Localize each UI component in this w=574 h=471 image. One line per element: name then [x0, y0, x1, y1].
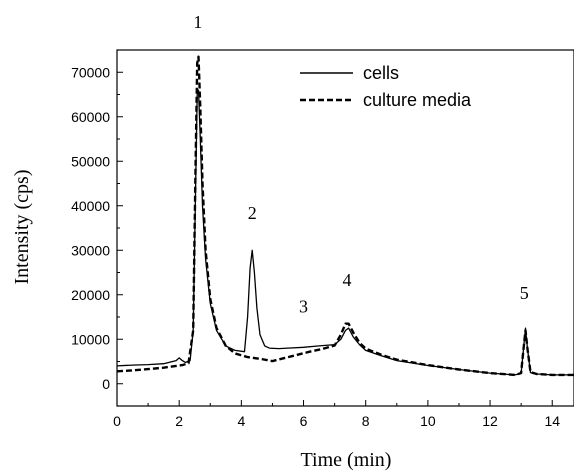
plot-border	[116, 49, 574, 407]
x-tick-label: 0	[113, 413, 121, 429]
y-axis-title: Intensity (cps)	[11, 170, 33, 285]
legend-label-cells: cells	[363, 63, 399, 83]
x-axis-title: Time (min)	[301, 449, 392, 471]
peak-label-2: 2	[248, 203, 257, 223]
y-tick-label: 0	[102, 376, 110, 392]
x-tick-label: 4	[237, 413, 245, 429]
x-tick-label: 8	[362, 413, 370, 429]
plot-frame	[116, 49, 574, 407]
y-tick-label: 10000	[71, 331, 110, 347]
series-layer	[116, 55, 574, 377]
x-tick-label: 2	[175, 413, 183, 429]
legend: cells culture media	[300, 63, 472, 110]
tick-labels: 0 2 4 6 8 10 12 14 0 10000 20000 30000 40000 50000 600…	[71, 64, 560, 429]
y-tick-label: 70000	[71, 64, 110, 80]
x-tick-label: 14	[544, 413, 560, 429]
legend-label-culture-media: culture media	[363, 90, 472, 110]
x-tick-label: 10	[420, 413, 436, 429]
y-tick-label: 50000	[71, 153, 110, 169]
peak-annotations: 1 2 3 4 5	[193, 12, 528, 317]
x-tick-label: 6	[300, 413, 308, 429]
axis-ticks	[116, 49, 553, 407]
peak-label-3: 3	[299, 297, 308, 317]
peak-label-5: 5	[520, 283, 529, 303]
x-tick-label: 12	[482, 413, 498, 429]
peak-label-4: 4	[343, 270, 352, 290]
y-tick-label: 30000	[71, 242, 110, 258]
series-line-culture-media	[116, 55, 574, 377]
y-tick-label: 40000	[71, 198, 110, 214]
peak-label-1: 1	[193, 12, 202, 32]
series-line-cells	[116, 89, 574, 376]
y-tick-label: 20000	[71, 287, 110, 303]
y-tick-label: 60000	[71, 109, 110, 125]
